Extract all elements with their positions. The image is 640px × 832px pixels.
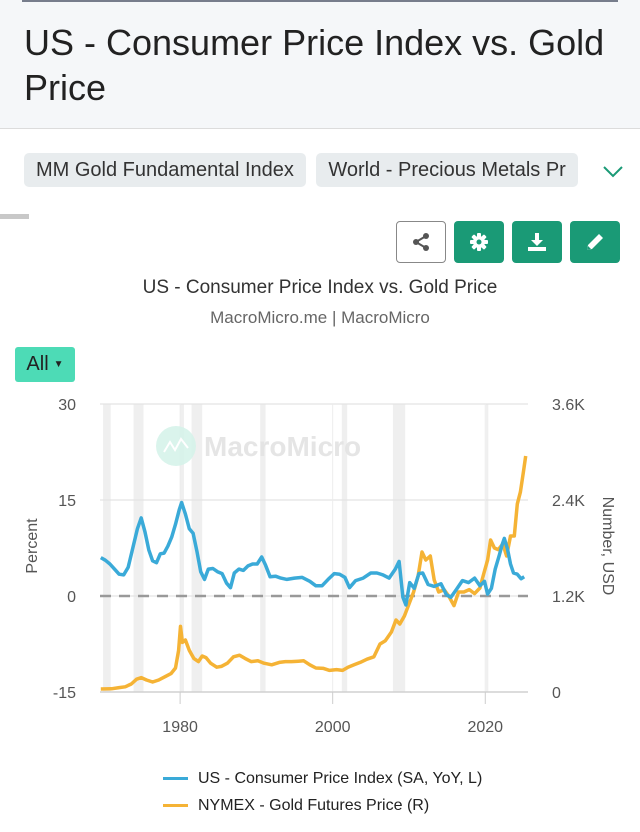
recession-band	[133, 404, 144, 692]
chevron-down-icon[interactable]	[602, 160, 624, 182]
share-button[interactable]	[396, 221, 446, 263]
legend-swatch-cpi	[163, 777, 188, 780]
legend: US - Consumer Price Index (SA, YoY, L) N…	[163, 765, 482, 819]
y-right-tick-label: 1.2K	[552, 589, 585, 606]
settings-button[interactable]	[454, 221, 504, 263]
page-title: US - Consumer Price Index vs. Gold Price	[24, 22, 605, 108]
tag-mm-gold-fundamental-index[interactable]: MM Gold Fundamental Index	[24, 153, 306, 187]
y-axis-left-label: Percent	[24, 518, 41, 574]
tag-world-precious-metals[interactable]: World - Precious Metals Pr	[316, 153, 578, 187]
related-tags: MM Gold Fundamental Index World - Precio…	[24, 153, 640, 189]
scroll-indicator	[0, 214, 29, 219]
pencil-icon	[587, 234, 603, 250]
y-right-tick-label: 3.6K	[552, 397, 585, 414]
axes: 30 15 0 -15 3.6K 2.4K 1.2K 0 1980 2000 2020	[53, 397, 585, 736]
y-left-tick-label: 15	[58, 493, 76, 510]
y-left-tick-label: 30	[58, 397, 76, 414]
x-tick-label: 2000	[315, 719, 351, 736]
caret-down-icon: ▼	[53, 359, 64, 370]
recession-band	[341, 404, 348, 692]
watermark-text: MacroMicro	[204, 431, 361, 462]
chart-subtitle: MacroMicro.me | MacroMicro	[210, 308, 430, 327]
x-tick-label: 1980	[162, 719, 198, 736]
chart-toolbar	[396, 221, 620, 263]
recession-band	[180, 404, 184, 692]
share-icon	[413, 233, 429, 251]
tags-fade	[580, 153, 640, 189]
recession-band	[103, 404, 111, 692]
range-selector-label: All	[26, 353, 49, 375]
legend-label-cpi: US - Consumer Price Index (SA, YoY, L)	[198, 769, 483, 787]
x-tick-label: 2020	[467, 719, 503, 736]
y-left-tick-label: 0	[67, 589, 76, 606]
recession-band	[392, 404, 406, 692]
page-header: US - Consumer Price Index vs. Gold Price	[0, 0, 640, 129]
chart-title: US - Consumer Price Index vs. Gold Price	[142, 277, 498, 298]
watermark: MacroMicro	[156, 426, 361, 466]
y-right-tick-label: 2.4K	[552, 493, 585, 510]
recession-band	[486, 404, 489, 692]
legend-item-cpi[interactable]: US - Consumer Price Index (SA, YoY, L)	[163, 765, 482, 792]
legend-label-gold: NYMEX - Gold Futures Price (R)	[198, 796, 430, 814]
edit-button[interactable]	[570, 221, 620, 263]
gear-icon	[470, 233, 488, 251]
y-right-tick-label: 0	[552, 685, 561, 702]
range-selector[interactable]: All ▼	[15, 347, 75, 382]
download-button[interactable]	[512, 221, 562, 263]
series	[99, 455, 528, 691]
download-icon	[528, 233, 546, 251]
top-divider	[22, 0, 618, 2]
legend-item-gold[interactable]: NYMEX - Gold Futures Price (R)	[163, 792, 482, 819]
y-left-tick-label: -15	[53, 685, 76, 702]
cpi-series-line	[99, 500, 526, 607]
recession-band	[260, 404, 266, 692]
chart-area: MacroMicro 30 15 0 -15 3.6K 2.4K 1.2K 0 1980 2000…	[24, 397, 616, 736]
legend-swatch-gold	[163, 804, 188, 807]
y-axis-right-label: Number, USD	[599, 497, 616, 596]
gold-series-line	[100, 455, 528, 691]
